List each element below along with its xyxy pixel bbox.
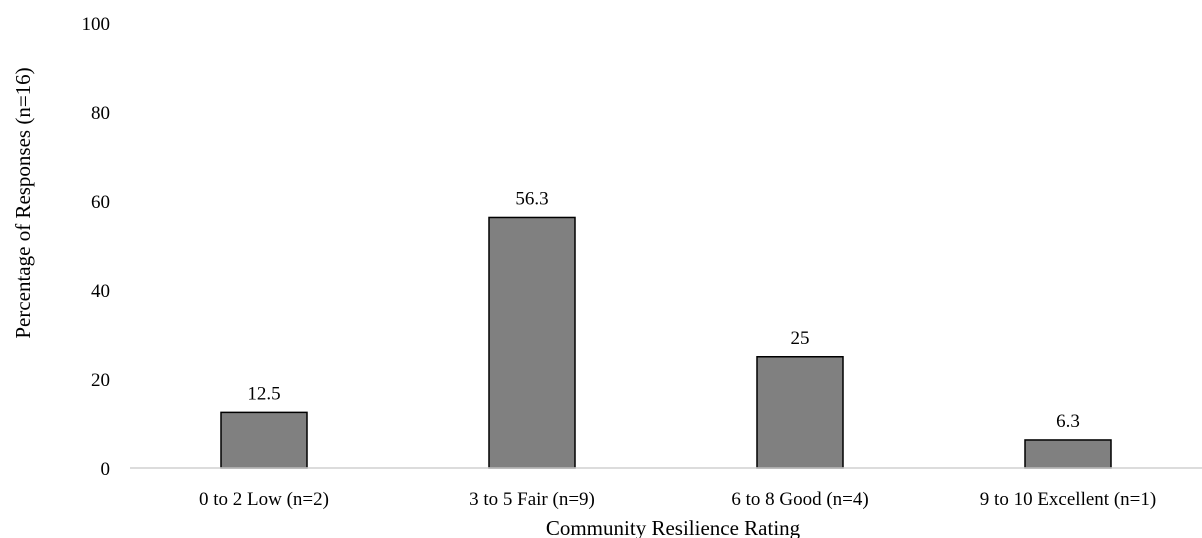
bar [756, 356, 844, 469]
y-tick-label: 0 [101, 459, 111, 480]
x-axis-title: Community Resilience Rating [546, 516, 801, 538]
y-tick-label: 40 [91, 281, 110, 302]
data-label: 25 [791, 328, 810, 349]
x-tick-label: 9 to 10 Excellent (n=1) [980, 489, 1156, 510]
y-tick-label: 60 [91, 192, 110, 213]
x-tick-label: 3 to 5 Fair (n=9) [469, 489, 595, 510]
y-axis-ticks: 0 20 40 60 80 100 [82, 14, 111, 480]
data-label: 56.3 [515, 188, 548, 209]
x-axis-ticks: 0 to 2 Low (n=2) 3 to 5 Fair (n=9) 6 to 8 … [199, 489, 1156, 510]
bars [220, 216, 1112, 469]
y-axis-title: Percentage of Responses (n=16) [11, 67, 35, 338]
x-tick-label: 0 to 2 Low (n=2) [199, 489, 329, 510]
bar [1024, 439, 1112, 469]
y-tick-label: 20 [91, 370, 110, 391]
y-tick-label: 80 [91, 103, 110, 124]
bar [488, 216, 576, 469]
y-tick-label: 100 [82, 14, 111, 35]
data-labels: 12.5 56.3 25 6.3 [247, 188, 1080, 432]
data-label: 6.3 [1056, 411, 1080, 432]
x-tick-label: 6 to 8 Good (n=4) [731, 489, 868, 510]
bar [220, 411, 308, 469]
data-label: 12.5 [247, 383, 280, 404]
